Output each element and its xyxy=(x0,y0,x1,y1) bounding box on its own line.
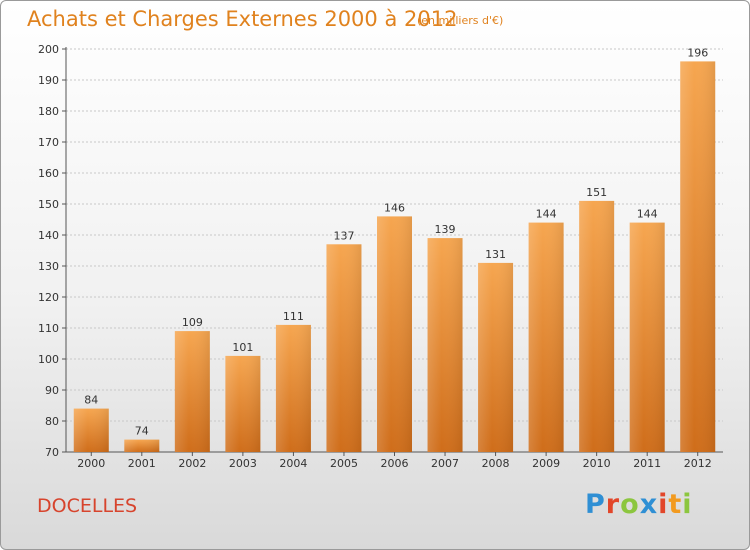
x-tick-label: 2003 xyxy=(229,457,257,470)
data-label: 196 xyxy=(687,46,708,59)
data-label: 151 xyxy=(586,186,607,199)
y-tick-label: 80 xyxy=(45,415,59,428)
bar-shading xyxy=(629,222,665,452)
data-label: 109 xyxy=(182,316,203,329)
bar-shading xyxy=(225,355,261,452)
bar-shading xyxy=(73,408,109,452)
y-tick-label: 100 xyxy=(38,353,59,366)
y-tick-label: 90 xyxy=(45,384,59,397)
y-tick-label: 200 xyxy=(38,43,59,56)
data-label: 139 xyxy=(435,223,456,236)
y-tick-label: 190 xyxy=(38,74,59,87)
logo-letter: t xyxy=(668,489,683,520)
data-label: 74 xyxy=(135,425,149,438)
y-tick-label: 180 xyxy=(38,105,59,118)
x-tick-label: 2010 xyxy=(583,457,611,470)
logo-letter: o xyxy=(620,489,640,520)
x-tick-label: 2008 xyxy=(482,457,510,470)
y-tick-label: 110 xyxy=(38,322,59,335)
data-label: 146 xyxy=(384,201,405,214)
bar-shading xyxy=(377,216,412,452)
chart-title: Achats et Charges Externes 2000 à 2012 xyxy=(27,7,458,31)
y-tick-label: 170 xyxy=(38,136,59,149)
data-label: 144 xyxy=(536,208,557,221)
bar-shading xyxy=(326,244,362,452)
bar-shading xyxy=(528,222,564,452)
y-tick-label: 140 xyxy=(38,229,59,242)
x-tick-label: 2012 xyxy=(684,457,712,470)
bar-shading xyxy=(174,331,210,452)
y-tick-label: 130 xyxy=(38,260,59,273)
data-label: 101 xyxy=(232,341,253,354)
bar-shading xyxy=(427,238,463,452)
x-tick-label: 2004 xyxy=(279,457,307,470)
commune-name: DOCELLES xyxy=(37,495,138,517)
y-tick-label: 150 xyxy=(38,198,59,211)
x-tick-label: 2002 xyxy=(178,457,206,470)
data-label: 131 xyxy=(485,248,506,261)
logo-letter: i xyxy=(682,489,693,520)
x-tick-label: 2011 xyxy=(633,457,661,470)
proxiti-logo: Proxiti xyxy=(585,489,693,520)
x-tick-label: 2001 xyxy=(128,457,156,470)
logo-letter: i xyxy=(658,489,669,520)
data-label: 144 xyxy=(637,208,658,221)
chart-unit-subtitle: (en milliers d'€) xyxy=(417,14,504,27)
y-tick-label: 120 xyxy=(38,291,59,304)
x-tick-label: 2007 xyxy=(431,457,459,470)
data-label: 84 xyxy=(84,394,98,407)
data-label: 111 xyxy=(283,310,304,323)
bar-shading xyxy=(680,61,716,453)
bar-shading xyxy=(579,200,615,452)
data-label: 137 xyxy=(333,229,354,242)
logo-letter: r xyxy=(605,489,621,520)
bar-shading xyxy=(275,324,311,452)
x-tick-label: 2006 xyxy=(381,457,409,470)
logo-letter: x xyxy=(639,489,659,520)
x-tick-label: 2009 xyxy=(532,457,560,470)
x-tick-label: 2000 xyxy=(77,457,105,470)
bar-shading xyxy=(124,439,160,452)
y-tick-label: 160 xyxy=(38,167,59,180)
y-tick-label: 70 xyxy=(45,446,59,459)
x-tick-label: 2005 xyxy=(330,457,358,470)
logo-letter: P xyxy=(585,489,606,520)
bar-shading xyxy=(478,262,514,452)
